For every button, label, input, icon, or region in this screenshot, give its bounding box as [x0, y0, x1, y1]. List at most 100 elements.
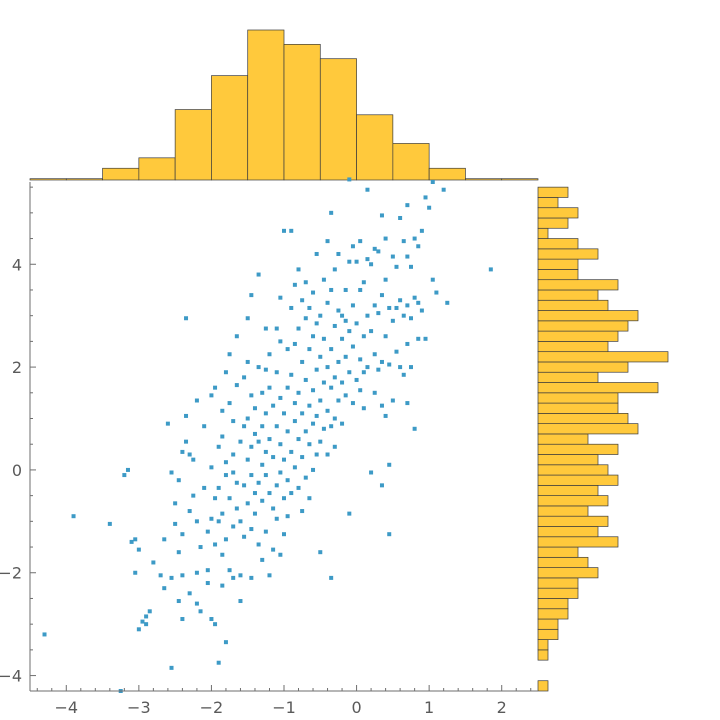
- scatter-point: [249, 444, 254, 449]
- scatter-point: [358, 287, 363, 292]
- scatter-point: [140, 619, 145, 624]
- scatter-point: [274, 424, 279, 429]
- scatter-point: [303, 280, 308, 285]
- scatter-point: [184, 316, 189, 321]
- scatter-point: [184, 413, 189, 418]
- scatter-point: [336, 251, 341, 256]
- scatter-point: [282, 532, 286, 537]
- scatter-point: [332, 375, 337, 380]
- scatter-point: [260, 424, 265, 429]
- scatter-point: [256, 272, 261, 277]
- scatter-point: [318, 550, 323, 555]
- scatter-point: [205, 568, 210, 573]
- scatter-point: [372, 303, 377, 308]
- scatter-point: [401, 372, 406, 377]
- scatter-point: [180, 449, 185, 454]
- scatter-point: [292, 401, 297, 406]
- right-histogram-bar: [537, 330, 619, 342]
- scatter-point: [409, 365, 413, 370]
- scatter-point: [234, 383, 239, 388]
- scatter-point: [278, 470, 283, 475]
- axes: [29, 182, 538, 692]
- scatter-point: [194, 570, 199, 575]
- right-histogram-bar: [537, 536, 619, 548]
- scatter-point: [347, 177, 352, 182]
- scatter-point: [252, 406, 257, 411]
- scatter-point: [296, 267, 301, 272]
- scatter-point: [271, 403, 276, 408]
- right-histogram-bar: [537, 628, 559, 640]
- scatter-point: [354, 321, 359, 326]
- scatter-point: [405, 341, 410, 346]
- right-histogram-bar: [537, 680, 549, 692]
- scatter-point: [343, 318, 348, 323]
- scatter-point: [282, 496, 286, 501]
- scatter-point: [292, 282, 297, 287]
- x-tick-label: −1: [272, 698, 296, 717]
- scatter-point: [198, 545, 203, 550]
- scatter-point: [379, 213, 384, 218]
- right-histogram-bar: [537, 279, 619, 291]
- scatter-point: [372, 352, 377, 357]
- top-histogram-bar: [465, 178, 503, 181]
- scatter-point: [329, 210, 334, 215]
- scatter-point: [383, 236, 388, 241]
- scatter-point: [343, 354, 348, 359]
- scatter-point: [238, 599, 243, 604]
- scatter-point: [252, 511, 257, 516]
- scatter-point: [321, 336, 326, 341]
- scatter-point: [332, 444, 337, 449]
- right-histogram-bar: [537, 556, 589, 568]
- scatter-point: [180, 617, 185, 622]
- scatter-point: [365, 313, 370, 318]
- right-histogram-bar: [537, 639, 549, 651]
- scatter-point: [216, 660, 221, 665]
- scatter-point: [271, 455, 276, 460]
- scatter-point: [441, 187, 446, 192]
- scatter-point: [205, 529, 210, 534]
- scatter-point: [354, 259, 359, 264]
- y-tick-label: −4: [0, 667, 22, 686]
- scatter-point: [314, 413, 319, 418]
- scatter-point: [271, 506, 276, 511]
- scatter-point: [205, 581, 210, 586]
- scatter-point: [220, 408, 225, 413]
- right-histogram-bar: [537, 495, 609, 507]
- scatter-point: [231, 470, 236, 475]
- top-histogram-bar: [174, 109, 212, 181]
- scatter-point: [194, 398, 199, 403]
- scatter-point: [325, 239, 330, 244]
- scatter-point: [419, 308, 424, 313]
- scatter-point: [347, 511, 352, 516]
- scatter-point: [194, 519, 199, 524]
- scatter-point: [282, 411, 286, 416]
- scatter-point: [136, 627, 141, 632]
- scatter-point: [340, 336, 345, 341]
- scatter-point: [227, 496, 232, 501]
- scatter-point: [419, 228, 424, 233]
- scatter-point: [405, 303, 410, 308]
- right-histogram-bar: [537, 341, 609, 353]
- scatter-point: [434, 290, 439, 295]
- scatter-point: [387, 305, 392, 310]
- right-histogram-bar: [537, 299, 609, 311]
- scatter-point: [372, 246, 377, 251]
- scatter-point: [285, 478, 290, 483]
- right-histogram-bar: [537, 423, 639, 435]
- scatter-point: [260, 462, 265, 467]
- scatter-point: [300, 298, 305, 303]
- scatter-point: [245, 359, 250, 364]
- scatter-point: [176, 599, 181, 604]
- scatter-point: [263, 449, 268, 454]
- y-tick-label: 2: [12, 358, 22, 377]
- y-tick-label: 0: [12, 461, 22, 480]
- x-tick-label: −3: [127, 698, 151, 717]
- scatter-point: [231, 524, 236, 529]
- scatter-point: [162, 586, 167, 591]
- scatter-point: [390, 254, 395, 259]
- scatter-point: [256, 542, 261, 547]
- scatter-point: [231, 452, 236, 457]
- right-histogram-bar: [537, 484, 599, 496]
- scatter-point: [369, 262, 374, 267]
- scatter-point: [282, 457, 286, 462]
